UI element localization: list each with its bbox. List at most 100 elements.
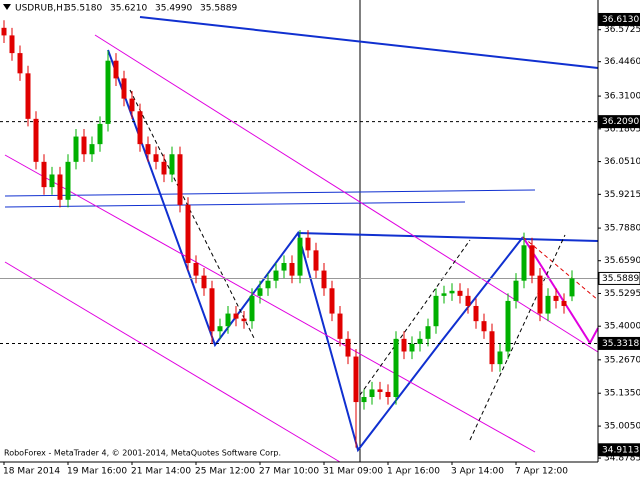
trend-line bbox=[297, 232, 599, 242]
candle-body bbox=[361, 397, 367, 403]
candle-body bbox=[417, 338, 423, 344]
candle-body bbox=[225, 313, 231, 327]
candle-body bbox=[25, 73, 31, 119]
candle-body bbox=[1, 27, 7, 36]
level-box bbox=[598, 443, 640, 457]
candle-body bbox=[545, 295, 551, 314]
candle-body bbox=[49, 174, 55, 188]
candle-body bbox=[513, 280, 519, 301]
level-lines bbox=[0, 121, 598, 344]
wave-line bbox=[107, 49, 524, 453]
candle-body bbox=[217, 326, 223, 332]
candle-body bbox=[505, 300, 511, 352]
level-box bbox=[598, 336, 640, 350]
candle-body bbox=[297, 237, 303, 276]
y-tick-label: 34.8785 bbox=[604, 454, 640, 464]
x-tick-label: 1 Apr 16:00 bbox=[387, 467, 440, 477]
y-tick-label: 36.3100 bbox=[604, 92, 640, 102]
x-tick-label: 25 Mar 12:00 bbox=[195, 467, 255, 477]
candle-body bbox=[449, 290, 455, 294]
candles bbox=[1, 20, 575, 448]
candle-body bbox=[73, 136, 79, 162]
level-box bbox=[598, 12, 640, 26]
y-tick-label: 36.0510 bbox=[604, 157, 640, 167]
y-tick-label: 35.9215 bbox=[604, 190, 640, 200]
candle-body bbox=[385, 391, 391, 398]
candle-body bbox=[249, 295, 255, 322]
x-tick-label: 21 Mar 14:00 bbox=[131, 467, 191, 477]
candle-body bbox=[97, 123, 103, 145]
dashed-line bbox=[129, 89, 256, 341]
candle-body bbox=[393, 338, 399, 398]
level-label: 35.5889 bbox=[602, 274, 639, 284]
candle-body bbox=[401, 338, 407, 352]
dashed-line bbox=[359, 239, 471, 396]
candle-body bbox=[561, 300, 567, 306]
candle-body bbox=[345, 338, 351, 357]
candle-body bbox=[425, 326, 431, 339]
candle-body bbox=[193, 262, 199, 276]
channel-line bbox=[4, 261, 341, 463]
level-label: 34.9113 bbox=[602, 445, 639, 455]
candle-body bbox=[265, 280, 271, 289]
dashed-channel bbox=[522, 236, 599, 301]
y-tick-label: 36.5725 bbox=[604, 25, 640, 35]
candle-body bbox=[209, 288, 215, 332]
candle-body bbox=[521, 245, 527, 281]
candle-body bbox=[569, 278, 575, 297]
y-tick-label: 35.4000 bbox=[604, 322, 640, 332]
candle-body bbox=[537, 275, 543, 314]
channel-line bbox=[4, 154, 536, 453]
candle-body bbox=[145, 144, 151, 155]
info-open: 35.5180 bbox=[65, 4, 102, 14]
candle-body bbox=[473, 305, 479, 322]
candle-body bbox=[289, 262, 295, 276]
info-close: 35.5889 bbox=[200, 4, 237, 14]
candle-body bbox=[233, 313, 239, 319]
candle-body bbox=[153, 154, 159, 162]
candle-body bbox=[33, 118, 39, 162]
x-tick-label: 3 Apr 14:00 bbox=[451, 467, 504, 477]
candle-body bbox=[441, 293, 447, 296]
candle-body bbox=[169, 154, 175, 175]
level-box bbox=[598, 115, 640, 129]
candle-body bbox=[553, 295, 559, 301]
candle-body bbox=[121, 78, 127, 99]
candle-body bbox=[17, 53, 23, 74]
candle-body bbox=[409, 343, 415, 352]
y-tick-label: 35.0050 bbox=[604, 422, 640, 432]
candle-body bbox=[81, 136, 87, 155]
menu-icon bbox=[3, 4, 11, 10]
candle-body bbox=[177, 154, 183, 205]
candle-body bbox=[113, 60, 119, 79]
y-tick-label: 36.4460 bbox=[604, 57, 640, 67]
candle-body bbox=[41, 161, 47, 188]
candle-body bbox=[481, 321, 487, 332]
candle-body bbox=[321, 270, 327, 289]
x-tick-label: 7 Apr 12:00 bbox=[515, 467, 568, 477]
candle-body bbox=[89, 144, 95, 155]
axis-labels: 36.5725 36.4460 36.3100 36.1805 36.0510 35.92… bbox=[3, 12, 640, 477]
candle-body bbox=[201, 275, 207, 289]
candle-body bbox=[65, 161, 71, 200]
candle-body bbox=[105, 60, 111, 124]
candle-body bbox=[185, 204, 191, 263]
level-box bbox=[598, 271, 640, 285]
candle-body bbox=[497, 351, 503, 365]
candle-body bbox=[369, 389, 375, 398]
candle-body bbox=[377, 389, 383, 392]
x-tick-label: 19 Mar 16:00 bbox=[67, 467, 127, 477]
candle-body bbox=[457, 290, 463, 296]
candle-body bbox=[489, 331, 495, 365]
y-tick-label: 35.1350 bbox=[604, 389, 640, 399]
level-label: 36.6130 bbox=[602, 15, 639, 25]
candle-body bbox=[241, 318, 247, 322]
y-tick-label: 35.5295 bbox=[604, 289, 640, 299]
trend-line bbox=[139, 16, 599, 69]
info-low: 35.4990 bbox=[155, 4, 192, 14]
candle-body bbox=[337, 313, 343, 339]
candle-body bbox=[137, 111, 143, 145]
candle-body bbox=[273, 270, 279, 281]
y-tick-label: 36.1805 bbox=[604, 124, 640, 134]
